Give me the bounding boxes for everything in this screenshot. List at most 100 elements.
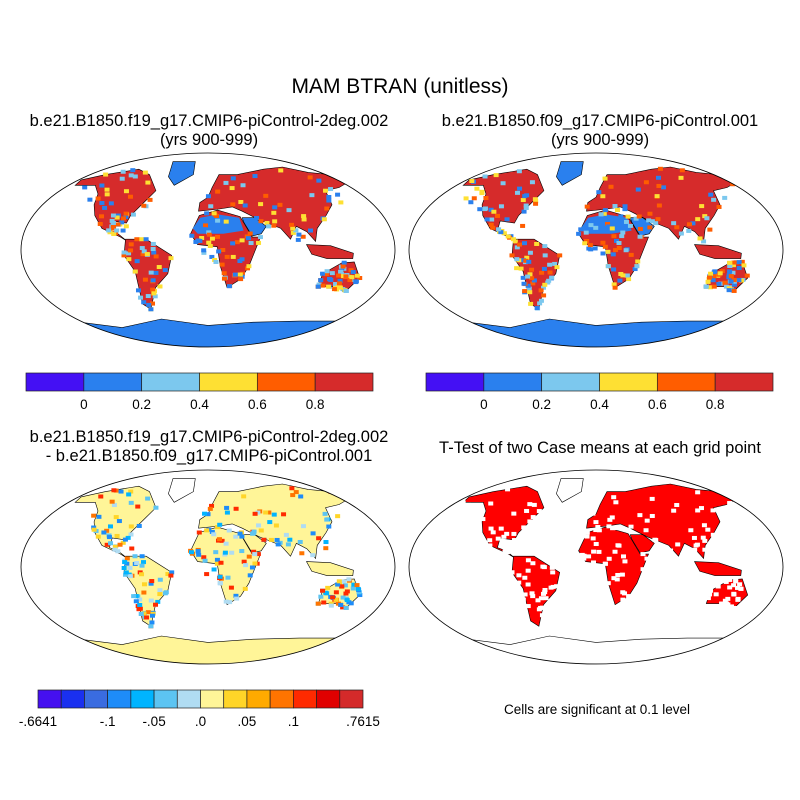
grid-cell (501, 534, 507, 539)
grid-cell (722, 195, 728, 200)
grid-cell (104, 187, 110, 192)
grid-cell (336, 281, 342, 286)
grid-cell (693, 543, 699, 548)
grid-cell (121, 250, 127, 255)
grid-cell (674, 503, 680, 508)
grid-cell (541, 293, 547, 298)
land-indonesia (693, 244, 742, 259)
grid-cell (296, 232, 302, 237)
grid-cell (221, 276, 227, 281)
grid-cell (239, 238, 245, 243)
grid-cell (215, 218, 221, 223)
grid-cell (655, 175, 661, 180)
grid-cell (600, 240, 606, 245)
grid-cell (550, 570, 556, 575)
grid-cell (342, 583, 348, 588)
grid-cell (211, 567, 217, 572)
grid-cell (529, 180, 535, 185)
grid-cell (195, 549, 201, 554)
grid-cell (525, 582, 531, 587)
grid-cell (735, 585, 741, 590)
grid-cell (490, 225, 496, 230)
grid-cell (707, 285, 713, 290)
grid-cell (619, 234, 625, 239)
grid-cell (708, 192, 714, 197)
grid-cell (474, 186, 480, 191)
grid-cell (653, 538, 659, 543)
grid-cell (99, 183, 105, 188)
grid-cell (148, 270, 154, 275)
grid-cell (731, 282, 737, 287)
land-greenland (168, 161, 196, 186)
colorbar-box (60, 689, 85, 709)
grid-cell (144, 252, 150, 257)
grid-cell (137, 597, 143, 602)
grid-cell (514, 257, 520, 262)
grid-cell (347, 278, 353, 283)
grid-cell (104, 192, 110, 197)
grid-cell (115, 213, 121, 218)
colorbar-box (153, 689, 178, 709)
grid-cell (488, 501, 494, 506)
colorbar-tick-label: .7615 (346, 714, 380, 729)
grid-cell (513, 584, 519, 589)
grid-cell (285, 542, 291, 547)
colorbar-box (141, 372, 200, 392)
grid-cell (141, 249, 147, 254)
grid-cell (272, 205, 278, 210)
grid-cell (110, 213, 116, 218)
grid-cell (144, 615, 150, 620)
grid-cell (188, 550, 194, 555)
grid-cell (261, 537, 267, 542)
grid-cell (462, 506, 468, 511)
grid-cell (127, 565, 133, 570)
grid-cell (517, 186, 523, 191)
grid-cell (226, 528, 232, 533)
grid-cell (215, 189, 221, 194)
grid-cell (336, 579, 342, 584)
panel-2-title: b.e21.B1850.f09_g17.CMIP6-piControl.001 … (400, 112, 800, 150)
grid-cell (612, 549, 618, 554)
grid-cell (211, 211, 217, 216)
grid-cell (273, 523, 279, 528)
grid-cell (584, 534, 590, 539)
grid-cell (323, 188, 329, 193)
grid-cell (614, 526, 620, 531)
colorbar-box (339, 689, 364, 709)
grid-cells (91, 486, 363, 629)
grid-cell (357, 276, 363, 281)
grid-cell (516, 169, 522, 174)
grid-cell (528, 301, 534, 306)
grid-cell (736, 260, 742, 265)
grid-cell (705, 527, 711, 532)
grid-cell (152, 294, 158, 299)
grid-cell (723, 601, 729, 606)
grid-cell (636, 214, 642, 219)
grid-cell (679, 168, 685, 173)
grid-cell (258, 202, 264, 207)
grid-cell (139, 563, 145, 568)
grid-cell (229, 186, 235, 191)
grid-cell (523, 205, 529, 210)
grid-cell (335, 582, 341, 587)
grid-cell (110, 220, 116, 225)
grid-cell (634, 264, 640, 269)
grid-cell (471, 196, 477, 201)
colorbar-box (37, 689, 62, 709)
grid-cell (744, 273, 750, 278)
grid-cell (705, 279, 711, 284)
colorbar-box (199, 372, 258, 392)
grid-cell (238, 277, 244, 282)
grid-cell (223, 180, 229, 185)
grid-cell (120, 228, 126, 233)
grid-cell (695, 217, 701, 222)
grid-cell (344, 589, 350, 594)
grid-cell (221, 271, 227, 276)
grid-cell (267, 520, 273, 525)
grid-cell (521, 209, 527, 214)
grid-cell (621, 554, 627, 559)
colorbar-box (656, 372, 716, 392)
grid-cell (224, 254, 230, 259)
grid-cell (123, 211, 129, 216)
grid-cell (523, 203, 529, 208)
